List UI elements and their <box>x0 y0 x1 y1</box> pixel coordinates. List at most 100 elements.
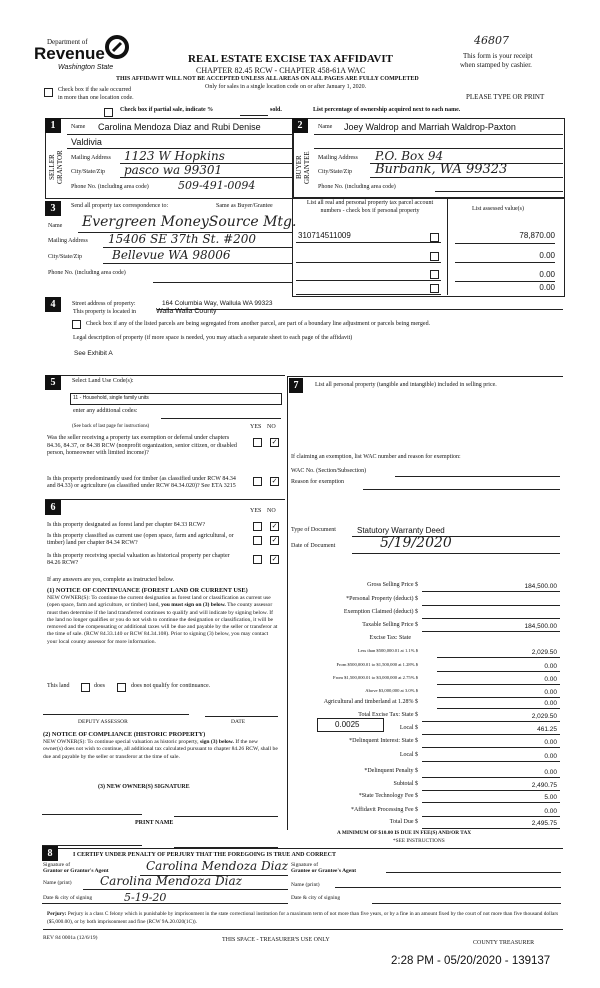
seller-city[interactable]: pasco wa 99301 <box>124 163 223 177</box>
partial-sale-percent-field[interactable] <box>240 115 268 116</box>
grantee-name-field[interactable] <box>335 887 561 888</box>
additional-codes-field[interactable] <box>161 418 281 419</box>
personal-property-checkbox[interactable] <box>430 252 439 261</box>
new-owner-signature-field-2[interactable] <box>174 816 278 817</box>
land-use-select[interactable]: 11 - Household, single family units <box>70 393 282 405</box>
seller-name-cont[interactable]: Valdivia <box>71 137 102 147</box>
additional-codes-label: enter any additional codes: <box>73 408 138 414</box>
tax-row-label: Above $3,000,000 at 3.0% $ <box>365 688 418 693</box>
divider <box>43 929 563 930</box>
grantor-date[interactable]: 5-19-20 <box>124 891 167 904</box>
property-county[interactable]: Walla Walla County <box>156 308 217 315</box>
current-use-no-checkbox[interactable]: ✓ <box>270 536 279 545</box>
parcel-box <box>292 197 565 297</box>
tax-row-value[interactable]: 0.00 <box>544 689 557 696</box>
legal-description[interactable]: See Exhibit A <box>74 350 113 357</box>
new-owner-signature-label: (3) NEW OWNER(S) SIGNATURE <box>98 784 190 790</box>
assessor-date-field[interactable] <box>205 716 278 717</box>
doc-date[interactable]: 5/19/2020 <box>380 535 452 551</box>
form-chapter: CHAPTER 82.45 RCW - CHAPTER 458-61A WAC <box>196 66 366 75</box>
local-rate-field[interactable]: 0.0025 <box>317 718 384 732</box>
print-name-field[interactable] <box>42 845 142 846</box>
parcel-account[interactable]: 310714511009 <box>298 231 351 240</box>
property-street[interactable]: 164 Columbia Way, Wallula WA 99323 <box>162 300 273 307</box>
divider <box>370 177 563 178</box>
buyer-phone-field[interactable] <box>435 191 563 192</box>
tax-row-value[interactable]: 5.00 <box>544 794 557 801</box>
grantee-signature-field[interactable] <box>386 872 561 873</box>
print-name-field-2[interactable] <box>174 847 278 848</box>
deputy-assessor-field[interactable] <box>43 714 189 715</box>
grantor-signature[interactable]: Carolina Mendoza Diaz <box>146 859 288 873</box>
grantor-name[interactable]: Carolina Mendoza Diaz <box>100 874 242 888</box>
forest-yes-checkbox[interactable] <box>253 522 262 531</box>
buyer-city[interactable]: Burbank, WA 99323 <box>375 162 508 177</box>
reason-field[interactable] <box>363 489 560 490</box>
buyer-mailing[interactable]: P.O. Box 94 <box>375 149 444 163</box>
multi-location-checkbox[interactable] <box>44 88 53 97</box>
correspondence-phone-label: Phone No. (including area code) <box>48 270 126 276</box>
tax-row-value[interactable]: 2,029.50 <box>531 713 557 720</box>
partial-sale-checkbox[interactable] <box>104 108 113 117</box>
doc-type[interactable]: Statutory Warranty Deed <box>357 526 445 535</box>
parcel-value[interactable]: 78,870.00 <box>519 231 555 240</box>
current-use-yes-checkbox[interactable] <box>253 536 262 545</box>
personal-property-checkbox[interactable] <box>430 233 439 242</box>
divider <box>78 232 292 233</box>
segregated-checkbox[interactable] <box>72 320 81 329</box>
land-does-checkbox[interactable] <box>81 683 90 692</box>
correspondence-phone-field[interactable] <box>153 282 292 283</box>
tax-row-value[interactable]: 0.00 <box>544 769 557 776</box>
same-as-buyer[interactable]: Same as Buyer/Grantee <box>216 203 273 209</box>
correspondence-name[interactable]: Evergreen MoneySource Mtg. <box>82 214 297 230</box>
timber-no-checkbox[interactable]: ✓ <box>270 477 279 486</box>
local-rate: 0.0025 <box>335 720 360 729</box>
notice1-title: (1) NOTICE OF CONTINUANCE (FOREST LAND O… <box>47 587 248 594</box>
land-does-not-checkbox[interactable] <box>117 683 126 692</box>
seller-grantor-label: SELLER GRANTOR <box>48 150 64 185</box>
tax-value-line <box>422 747 560 748</box>
divider <box>455 243 555 244</box>
section-6-number: 6 <box>45 500 61 515</box>
tax-row-value[interactable]: 0.00 <box>544 663 557 670</box>
historic-yes-checkbox[interactable] <box>253 555 262 564</box>
seller-phone[interactable]: 509-491-0094 <box>178 179 256 192</box>
correspondence-mailing[interactable]: 15406 SE 37th St. #200 <box>108 232 257 246</box>
parcel-value[interactable]: 0.00 <box>539 283 555 292</box>
this-land-label: This land <box>47 683 70 689</box>
forest-no-checkbox[interactable]: ✓ <box>270 522 279 531</box>
historic-no-checkbox[interactable]: ✓ <box>270 555 279 564</box>
tax-row-value[interactable]: 0.00 <box>544 753 557 760</box>
personal-property-checkbox[interactable] <box>430 270 439 279</box>
exemption-yes-checkbox[interactable] <box>253 438 262 447</box>
tax-row-value[interactable]: 184,500.00 <box>524 623 557 630</box>
tax-row-value[interactable]: 0.00 <box>544 808 557 815</box>
tax-row-value[interactable]: 0.00 <box>544 676 557 683</box>
grantor-sig-label-2: Grantor or Grantor's Agent <box>43 868 109 874</box>
buyer-name[interactable]: Joey Waldrop and Marriah Waldrop-Paxton <box>344 122 516 132</box>
tax-row-value[interactable]: 0.00 <box>544 700 557 707</box>
divider <box>314 148 563 149</box>
see-back-note: (See back of last page for instructions) <box>72 424 150 429</box>
divider <box>287 376 563 377</box>
seller-name[interactable]: Carolina Mendoza Diaz and Rubi Denise <box>98 122 261 132</box>
exemption-no-checkbox[interactable]: ✓ <box>270 438 279 447</box>
new-owner-signature-field[interactable] <box>42 814 142 815</box>
timber-yes-checkbox[interactable] <box>253 477 262 486</box>
seller-mailing[interactable]: 1123 W Hopkins <box>124 149 225 163</box>
tax-row-value[interactable]: 2,495.75 <box>531 820 557 827</box>
tax-row-value[interactable]: 2,029.50 <box>531 649 557 656</box>
tax-row-value[interactable]: 461.25 <box>537 726 557 733</box>
divider <box>296 262 441 263</box>
tax-row-value[interactable]: 0.00 <box>544 739 557 746</box>
grantee-date-field[interactable] <box>372 903 561 904</box>
wac-field[interactable] <box>395 476 560 477</box>
correspondence-city[interactable]: Bellevue WA 98006 <box>112 248 231 262</box>
yes-header: YES <box>250 508 262 514</box>
parcel-value[interactable]: 0.00 <box>539 251 555 260</box>
tax-row-value[interactable]: 2,490.75 <box>531 782 557 789</box>
multi-location-label-1: Check box if the sale occurred <box>58 87 132 93</box>
parcel-value[interactable]: 0.00 <box>539 270 555 279</box>
personal-property-checkbox[interactable] <box>430 284 439 293</box>
tax-row-value[interactable]: 184,500.00 <box>524 583 557 590</box>
